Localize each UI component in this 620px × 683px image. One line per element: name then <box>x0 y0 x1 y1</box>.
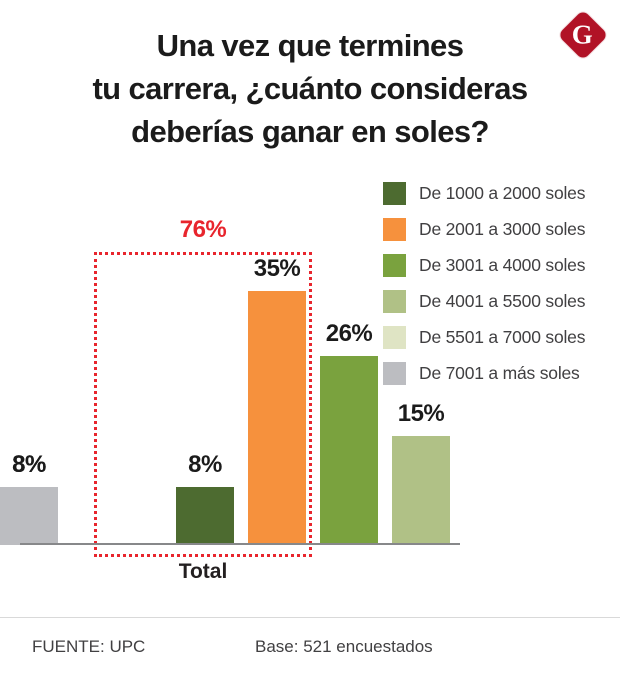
legend-label: De 1000 a 2000 soles <box>419 183 586 203</box>
bar-value-label: 8% <box>12 451 46 478</box>
chart-title-line-2: tu carrera, ¿cuánto consideras <box>92 71 528 106</box>
legend-item: De 2001 a 3000 soles <box>383 218 585 241</box>
bar-group: 26% <box>320 320 378 545</box>
base-label: Base: 521 encuestados <box>255 637 433 656</box>
bar-value-label: 15% <box>397 400 445 427</box>
legend-swatch-icon <box>383 254 406 277</box>
bar <box>0 487 58 545</box>
legend-item: De 5501 a 7000 soles <box>383 326 585 349</box>
legend-label: De 4001 a 5500 soles <box>419 291 586 311</box>
bar <box>176 487 234 545</box>
legend-swatch-icon <box>383 182 406 205</box>
bar-value-label: 8% <box>188 451 222 478</box>
legend-label: De 2001 a 3000 soles <box>419 219 586 239</box>
group-annotation-box <box>94 252 312 557</box>
x-axis-label: Total <box>178 560 228 583</box>
bar-value-label: 26% <box>325 320 373 347</box>
x-axis-line <box>20 543 460 545</box>
bar <box>392 436 450 545</box>
legend-label: De 3001 a 4000 soles <box>419 255 586 275</box>
bar <box>248 291 306 545</box>
legend-item: De 3001 a 4000 soles <box>383 254 585 277</box>
bar-group: 8% <box>176 451 234 545</box>
legend-item: De 4001 a 5500 soles <box>383 290 585 313</box>
legend-swatch-icon <box>383 362 406 385</box>
legend-label: De 5501 a 7000 soles <box>419 327 586 347</box>
footer-divider <box>0 617 620 618</box>
bar-group: 8% <box>0 451 58 545</box>
source-label: FUENTE: UPC <box>32 637 146 656</box>
bar-value-label: 35% <box>253 255 301 282</box>
legend-swatch-icon <box>383 290 406 313</box>
legend-item: De 1000 a 2000 soles <box>383 182 585 205</box>
legend-label: De 7001 a más soles <box>419 363 580 383</box>
chart-title-line-1: Una vez que termines <box>156 28 464 63</box>
legend-swatch-icon <box>383 326 406 349</box>
group-annotation-label: 76% <box>179 216 227 243</box>
legend-item: De 7001 a más soles <box>383 362 585 385</box>
chart-title: Una vez que termines tu carrera, ¿cuánto… <box>0 24 620 153</box>
bar-value-label: 8% <box>12 451 46 478</box>
chart-title-line-3: deberías ganar en soles? <box>131 114 489 149</box>
bar-group: 35% <box>248 255 306 545</box>
legend: De 1000 a 2000 soles De 2001 a 3000 sole… <box>383 182 585 398</box>
bar-group: 15% <box>392 400 450 545</box>
legend-swatch-icon <box>383 218 406 241</box>
bar <box>320 356 378 545</box>
